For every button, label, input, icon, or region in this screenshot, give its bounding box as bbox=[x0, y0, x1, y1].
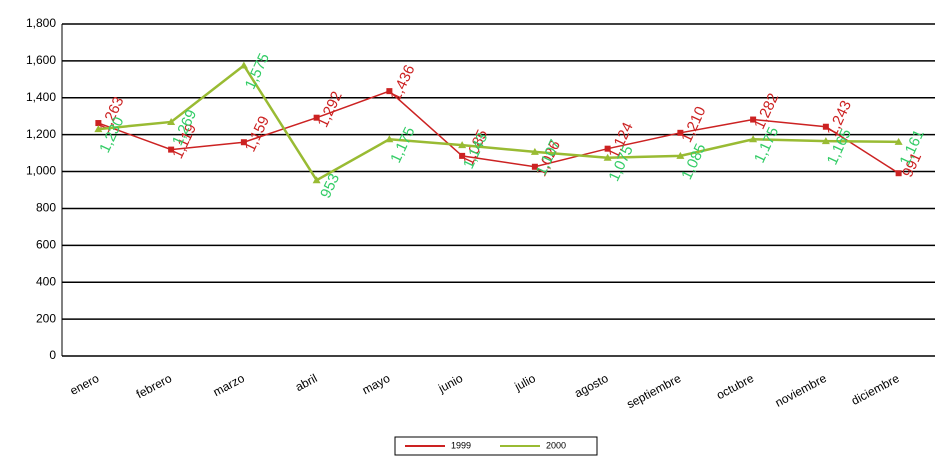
y-tick-label: 1,600 bbox=[26, 53, 56, 67]
y-tick-label: 400 bbox=[36, 274, 56, 288]
x-tick-label: octubre bbox=[714, 371, 756, 402]
point bbox=[313, 114, 320, 121]
data-label: 1,175 bbox=[387, 124, 418, 165]
data-label: 1,175 bbox=[751, 124, 782, 165]
y-tick-label: 1,000 bbox=[26, 164, 56, 178]
data-label: 1,085 bbox=[678, 141, 709, 182]
x-tick-label: noviembre bbox=[773, 371, 829, 410]
point bbox=[895, 170, 902, 177]
point bbox=[530, 147, 539, 155]
legend-label: 2000 bbox=[546, 440, 566, 450]
point bbox=[94, 125, 103, 133]
y-tick-label: 600 bbox=[36, 238, 56, 252]
legend-box bbox=[394, 436, 598, 456]
point bbox=[386, 88, 393, 95]
point bbox=[821, 137, 830, 145]
legend-label: 1999 bbox=[451, 440, 471, 450]
point bbox=[95, 120, 102, 127]
point bbox=[677, 129, 684, 136]
point bbox=[822, 123, 829, 130]
data-label: 1,161 bbox=[897, 127, 928, 168]
point bbox=[750, 116, 757, 123]
point bbox=[312, 176, 321, 184]
point bbox=[385, 135, 394, 143]
point bbox=[240, 139, 247, 146]
series-line bbox=[98, 90, 900, 174]
point bbox=[459, 152, 466, 159]
point bbox=[167, 117, 176, 125]
y-tick-label: 800 bbox=[36, 201, 56, 215]
point bbox=[604, 145, 611, 152]
data-label: 953 bbox=[317, 171, 343, 201]
x-tick-label: febrero bbox=[134, 371, 174, 401]
y-tick-label: 0 bbox=[49, 348, 56, 362]
y-tick-label: 1,800 bbox=[26, 16, 56, 30]
x-tick-label: abril bbox=[293, 371, 320, 394]
point bbox=[531, 163, 538, 170]
series-line bbox=[98, 63, 899, 182]
x-tick-label: agosto bbox=[572, 371, 611, 400]
x-tick-label: septiembre bbox=[624, 371, 683, 411]
y-tick-label: 1,400 bbox=[26, 90, 56, 104]
point bbox=[168, 146, 175, 153]
x-tick-label: julio bbox=[511, 371, 538, 394]
point bbox=[603, 153, 612, 161]
data-label: 1,210 bbox=[678, 104, 709, 145]
y-tick-label: 200 bbox=[36, 311, 56, 325]
x-tick-label: enero bbox=[68, 371, 102, 398]
x-tick-label: marzo bbox=[211, 371, 247, 399]
y-tick-label: 1,200 bbox=[26, 127, 56, 141]
point bbox=[676, 151, 685, 159]
point bbox=[749, 135, 758, 143]
x-tick-label: junio bbox=[435, 371, 465, 396]
point bbox=[458, 141, 467, 149]
x-tick-label: mayo bbox=[360, 371, 393, 397]
point bbox=[239, 61, 248, 69]
point bbox=[894, 137, 903, 145]
x-tick-label: diciembre bbox=[849, 371, 902, 408]
